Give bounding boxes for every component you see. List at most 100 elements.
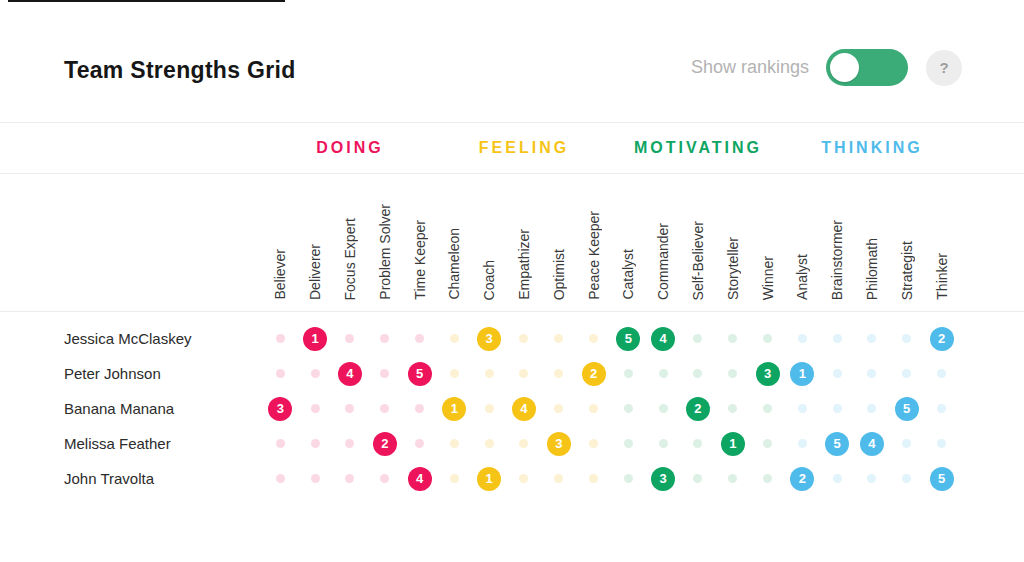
strength-cell (437, 439, 472, 448)
strength-dot (867, 474, 876, 483)
strength-cell (541, 404, 576, 413)
strength-dot (867, 334, 876, 343)
strength-dot (798, 404, 807, 413)
column-label: Commander (656, 223, 670, 300)
column-label: Thinker (935, 253, 949, 300)
strength-cell (611, 439, 646, 448)
strength-cell (367, 334, 402, 343)
strength-cell: 5 (924, 467, 959, 491)
strength-dot (693, 334, 702, 343)
strength-dot (450, 474, 459, 483)
column-label: Time Keeper (413, 220, 427, 300)
strength-dot (276, 369, 285, 378)
strength-cell: 1 (472, 467, 507, 491)
strength-cell (298, 404, 333, 413)
column-label: Brainstormer (830, 220, 844, 300)
column-label: Focus Expert (343, 218, 357, 300)
column-label: Believer (273, 249, 287, 300)
strength-cell (855, 404, 890, 413)
rank-circle: 5 (930, 467, 954, 491)
strength-cell: 2 (924, 327, 959, 351)
strength-cell (715, 474, 750, 483)
rank-circle: 2 (930, 327, 954, 351)
category-label-feeling: FEELING (437, 139, 611, 157)
strength-cell (333, 474, 368, 483)
strength-dot (345, 474, 354, 483)
strength-dot (554, 404, 563, 413)
table-row: Melissa Feather23154 (0, 426, 1024, 461)
strength-dot (554, 334, 563, 343)
column-label-cell: Coach (472, 174, 507, 311)
column-label-cell: Philomath (855, 174, 890, 311)
strength-cell (715, 369, 750, 378)
strength-dot (380, 334, 389, 343)
strength-cell (402, 334, 437, 343)
rank-circle: 3 (651, 467, 675, 491)
strength-cell (646, 369, 681, 378)
show-rankings-toggle[interactable] (826, 49, 908, 86)
table-row: John Travolta41325 (0, 461, 1024, 496)
strength-cell (611, 369, 646, 378)
strength-dot (485, 369, 494, 378)
strength-dot (728, 404, 737, 413)
column-label: Peace Keeper (587, 211, 601, 300)
strength-dot (589, 404, 598, 413)
strength-dot (798, 439, 807, 448)
column-label-cell: Empathizer (507, 174, 542, 311)
strength-cell (611, 474, 646, 483)
strength-cell (472, 404, 507, 413)
strength-cell (820, 369, 855, 378)
strength-cell (333, 439, 368, 448)
help-button[interactable]: ? (926, 50, 962, 86)
table-row: Peter Johnson45231 (0, 356, 1024, 391)
column-label-cell: Focus Expert (333, 174, 368, 311)
strength-cell (715, 404, 750, 413)
rank-circle: 2 (373, 432, 397, 456)
rank-circle: 1 (721, 432, 745, 456)
rank-circle: 3 (756, 362, 780, 386)
strength-cell: 2 (576, 362, 611, 386)
rank-circle: 1 (477, 467, 501, 491)
column-label-cell: Storyteller (715, 174, 750, 311)
strength-dot (380, 369, 389, 378)
strength-cell (541, 334, 576, 343)
category-label-doing: DOING (263, 139, 437, 157)
strength-dot (624, 369, 633, 378)
strength-dot (311, 369, 320, 378)
strength-dot (798, 334, 807, 343)
column-label-cell: Thinker (924, 174, 959, 311)
rank-circle: 1 (303, 327, 327, 351)
strength-cell: 2 (367, 432, 402, 456)
column-label: Chameleon (447, 228, 461, 300)
table-row: Jessica McClaskey13542 (0, 321, 1024, 356)
page-header: Team Strengths Grid Show rankings ? (0, 0, 1024, 123)
category-label-motivating: MOTIVATING (611, 139, 785, 157)
strength-dot (902, 334, 911, 343)
strength-dot (589, 439, 598, 448)
team-strengths-page: Team Strengths Grid Show rankings ? DOIN… (0, 0, 1024, 562)
rank-circle: 1 (442, 397, 466, 421)
strength-dot (519, 474, 528, 483)
strength-cell (367, 369, 402, 378)
strength-cell (924, 439, 959, 448)
strength-cell: 3 (750, 362, 785, 386)
strength-cell (855, 334, 890, 343)
strength-cell: 1 (298, 327, 333, 351)
strength-dot (519, 439, 528, 448)
strength-cell (681, 439, 716, 448)
strength-cell (611, 404, 646, 413)
rank-circle: 4 (512, 397, 536, 421)
strength-cell: 1 (437, 397, 472, 421)
strength-dot (659, 369, 668, 378)
data-rows: Jessica McClaskey13542 Peter Johnson 4 5 2 3 1… (0, 312, 1024, 496)
column-label: Analyst (795, 254, 809, 300)
strength-cell: 4 (402, 467, 437, 491)
row-name: Peter Johnson (0, 365, 263, 382)
strength-cell (472, 369, 507, 378)
column-label: Optimist (552, 249, 566, 300)
strength-cell (924, 404, 959, 413)
strength-cell (263, 334, 298, 343)
strength-cell (681, 334, 716, 343)
strength-cell (646, 439, 681, 448)
strength-dot (659, 404, 668, 413)
